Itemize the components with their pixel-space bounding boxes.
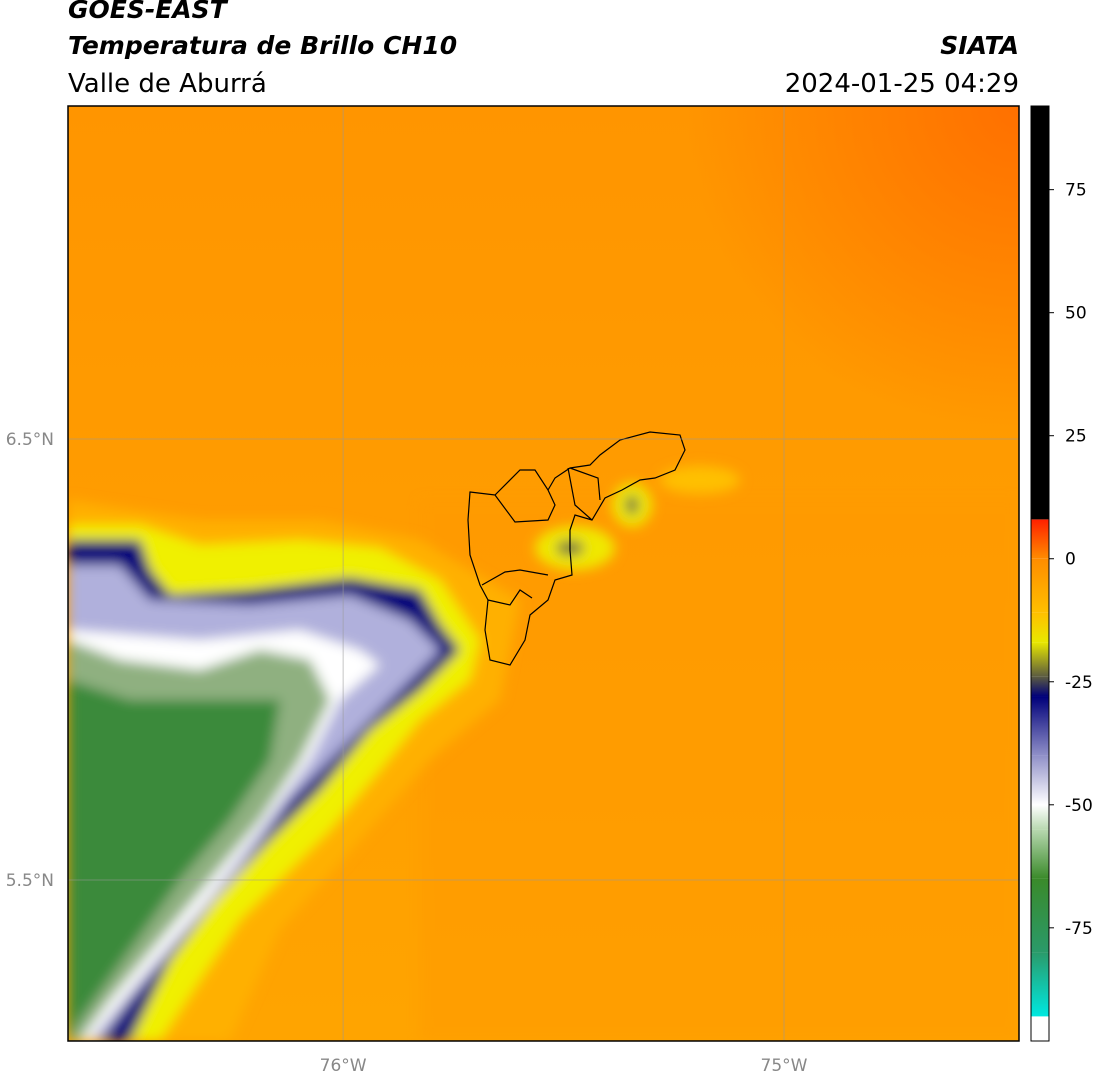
colorbar-tick-label: 50 [1065, 304, 1087, 324]
y-tick-label: 5.5°N [6, 871, 54, 891]
colorbar-segment [1031, 804, 1049, 830]
colorbar-segment [1031, 829, 1049, 879]
colorbar-segment [1031, 106, 1049, 520]
colorbar-segment [1031, 878, 1049, 953]
x-tick-label: 76°W [320, 1056, 367, 1076]
colorbar-tick-label: 75 [1065, 181, 1087, 201]
colorbar-segment [1031, 519, 1049, 559]
colorbar-segment [1031, 952, 1049, 1017]
y-tick-label: 6.5°N [6, 430, 54, 450]
colorbar-tick-label: 0 [1065, 550, 1076, 570]
colorbar-segment [1031, 676, 1049, 697]
colorbar-segment [1031, 1016, 1049, 1041]
grid: 76°W 75°W 6.5°N 5.5°N [6, 106, 1019, 1076]
x-tick-label: 75°W [761, 1056, 808, 1076]
colorbar-segment [1031, 612, 1049, 643]
title: GOES-EAST [68, 0, 229, 24]
subtitle: Temperatura de Brillo CH10 [68, 31, 457, 60]
colorbar-segment [1031, 696, 1049, 756]
map-frame [67, 105, 1020, 1042]
colorbar-segment [1031, 755, 1049, 805]
colorbar: 75 50 25 0 -25 -50 -75 [1031, 106, 1093, 1041]
colorbar-tick-label: -50 [1065, 796, 1093, 816]
colorbar-tick-label: -75 [1065, 919, 1093, 939]
region: Valle de Aburrá [68, 69, 267, 99]
colorbar-segment [1031, 642, 1049, 677]
colorbar-frame [1030, 105, 1050, 1042]
colorbar-segment [1031, 558, 1049, 613]
source: SIATA [940, 31, 1019, 60]
map-image [68, 106, 1019, 1041]
datetime: 2024-01-25 04:29 [785, 69, 1019, 99]
colorbar-tick-label: 25 [1065, 427, 1087, 447]
colorbar-tick-label: -25 [1065, 673, 1093, 693]
